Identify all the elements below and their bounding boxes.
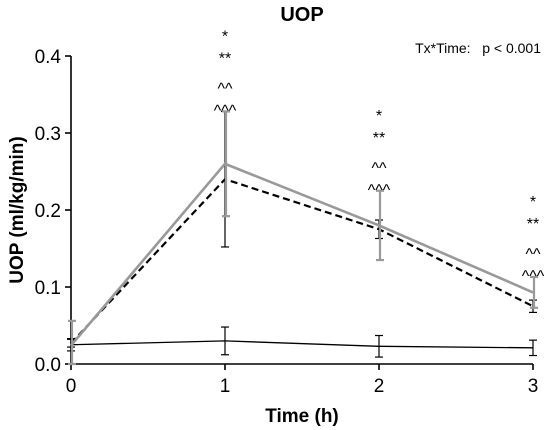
significance-marker: ** [219,50,231,67]
y-tick-label: 0.3 [35,124,61,145]
significance-marker: ^^ [371,160,387,177]
y-axis-label: UOP (ml/kg/min) [7,136,28,283]
significance-marker: ^^ [217,80,233,97]
y-ticks: 0.0 0.1 0.2 0.3 0.4 [35,47,71,376]
series-solid-gray [68,110,538,366]
y-tick-label: 0.4 [35,47,62,68]
y-tick-label: 0.1 [35,278,61,299]
x-ticks: 0 1 2 3 [66,364,539,397]
x-tick-label: 1 [220,376,231,397]
series-line [70,177,534,344]
series-dashed-black [67,110,537,348]
x-tick-label: 3 [528,376,539,397]
y-tick-label: 0.2 [35,201,61,222]
stat-annotation: Tx*Time: p < 0.001 [415,40,541,56]
significance-marker: ^^^ [214,102,237,119]
significance-marker: ^^ [525,246,541,263]
significance-marker: * [376,108,382,125]
x-axis-label: Time (h) [265,406,339,427]
significance-marker: ** [527,216,539,233]
significance-marker: * [222,28,228,45]
chart-title: UOP [280,4,323,26]
series-line [70,162,534,347]
significance-marker: ** [373,130,385,147]
x-tick-label: 0 [66,376,77,397]
significance-layer: ***^^^^^ ***^^^^^***^^^^^ [214,28,545,285]
y-tick-label: 0.0 [35,355,61,376]
x-tick-label: 2 [374,376,385,397]
significance-marker: * [530,194,536,211]
significance-marker: ^^^ [368,182,391,199]
series-solid-black [67,326,537,358]
series-line [70,340,534,349]
significance-marker: ^^^ [522,268,545,285]
series-layer [67,110,538,366]
